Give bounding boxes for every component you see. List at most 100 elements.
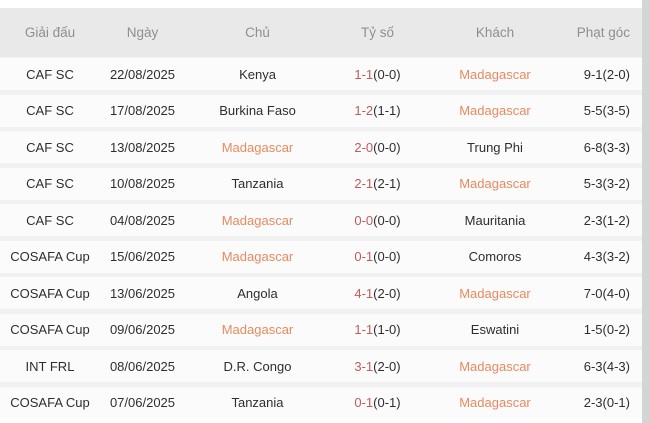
away-team-name: Madagascar: [459, 395, 531, 410]
home-team-cell: D.R. Congo: [185, 359, 330, 374]
date-cell: 10/08/2025: [109, 176, 176, 191]
fulltime-score: 1-1: [354, 322, 374, 337]
home-team-cell: Madagascar: [185, 213, 330, 228]
date-cell: 22/08/2025: [109, 66, 176, 82]
fulltime-score: 1-1: [354, 66, 374, 82]
fulltime-score: 0-1: [354, 395, 374, 410]
column-header-date: Ngày: [126, 25, 159, 40]
score-cell: 2-1(2-1): [330, 176, 425, 191]
results-table-header: Giải đấu Ngày Chủ Tỷ số Khách Phạt góc: [0, 8, 642, 57]
league-cell: CAF SC: [26, 212, 74, 228]
away-team-cell: Comoros: [425, 249, 565, 264]
table-row[interactable]: CAF SC 22/08/2025 Kenya 1-1(0-0) Madagascar 9…: [0, 58, 642, 90]
league-cell: CAF SC: [26, 139, 74, 155]
corners-cell: 1-5(0-2): [583, 322, 630, 337]
date-cell: 08/06/2025: [109, 358, 176, 374]
date-cell: 04/08/2025: [109, 212, 176, 228]
fulltime-score: 2-0: [354, 139, 374, 155]
home-team-cell: Kenya: [185, 67, 330, 82]
table-row[interactable]: COSAFA Cup 15/06/2025 Madagascar 0-1(0-0) Co…: [0, 240, 642, 273]
table-row[interactable]: INT FRL 08/06/2025 D.R. Congo 3-1(2-0) Madag…: [0, 350, 642, 382]
corners-cell: 9-1(2-0): [583, 66, 630, 82]
score-cell: 1-1(0-0): [330, 67, 425, 82]
halftime-score: (0-0): [373, 66, 401, 82]
home-team-cell: Burkina Faso: [185, 103, 330, 118]
halftime-score: (2-0): [373, 285, 401, 301]
home-team-name: D.R. Congo: [223, 358, 292, 374]
column-header-league: Giải đấu: [24, 25, 76, 40]
away-team-cell: Madagascar: [425, 286, 565, 301]
score-cell: 4-1(2-0): [330, 286, 425, 301]
halftime-score: (0-0): [373, 212, 401, 228]
table-row[interactable]: CAF SC 13/08/2025 Madagascar 2-0(0-0) Trung …: [0, 131, 642, 163]
away-team-cell: Mauritania: [425, 213, 565, 228]
halftime-score: (2-1): [373, 176, 401, 191]
league-cell: COSAFA Cup: [10, 395, 90, 410]
date-cell: 13/08/2025: [109, 139, 176, 155]
home-team-name: Tanzania: [231, 176, 284, 191]
halftime-score: (1-1): [373, 103, 401, 118]
halftime-score: (0-1): [373, 395, 401, 410]
away-team-cell: Madagascar: [425, 359, 565, 374]
away-team-cell: Madagascar: [425, 67, 565, 82]
score-cell: 1-1(1-0): [330, 322, 425, 337]
home-team-cell: Madagascar: [185, 140, 330, 155]
corners-cell: 6-8(3-3): [583, 139, 630, 155]
corners-cell: 6-3(4-3): [583, 358, 630, 374]
date-cell: 17/08/2025: [109, 103, 176, 118]
away-team-cell: Madagascar: [425, 103, 565, 118]
fulltime-score: 3-1: [354, 358, 374, 374]
league-cell: INT FRL: [25, 358, 75, 374]
league-cell: CAF SC: [26, 103, 74, 118]
away-team-name: Trung Phi: [467, 139, 523, 155]
table-row[interactable]: COSAFA Cup 07/06/2025 Tanzania 0-1(0-1) Mada…: [0, 386, 642, 419]
halftime-score: (1-0): [373, 322, 401, 337]
away-team-name: Comoros: [468, 249, 522, 264]
home-team-name: Angola: [237, 285, 278, 301]
league-cell: CAF SC: [26, 66, 74, 82]
away-team-name: Madagascar: [459, 176, 531, 191]
away-team-name: Mauritania: [464, 212, 526, 228]
results-table: Giải đấu Ngày Chủ Tỷ số Khách Phạt góc C…: [0, 8, 642, 419]
home-team-name: Madagascar: [221, 139, 294, 155]
table-row[interactable]: CAF SC 10/08/2025 Tanzania 2-1(2-1) Madagasc…: [0, 167, 642, 200]
column-header-score: Tỷ số: [360, 25, 394, 40]
table-row[interactable]: CAF SC 04/08/2025 Madagascar 0-0(0-0) Maurit…: [0, 204, 642, 236]
home-team-name: Madagascar: [221, 249, 294, 264]
column-header-away: Khách: [475, 25, 515, 40]
corners-cell: 5-5(3-5): [583, 103, 630, 118]
score-cell: 2-0(0-0): [330, 140, 425, 155]
date-cell: 15/06/2025: [109, 249, 176, 264]
home-team-name: Kenya: [239, 66, 276, 82]
score-cell: 3-1(2-0): [330, 359, 425, 374]
league-cell: COSAFA Cup: [10, 249, 90, 264]
home-team-cell: Angola: [185, 286, 330, 301]
table-row[interactable]: COSAFA Cup 09/06/2025 Madagascar 1-1(1-0) Es…: [0, 313, 642, 346]
away-team-name: Eswatini: [470, 322, 520, 337]
corners-cell: 2-3(1-2): [583, 212, 630, 228]
results-table-body: CAF SC 22/08/2025 Kenya 1-1(0-0) Madagascar 9…: [0, 57, 642, 419]
date-cell: 13/06/2025: [109, 285, 176, 301]
halftime-score: (0-0): [373, 249, 401, 264]
halftime-score: (2-0): [373, 358, 401, 374]
home-team-name: Madagascar: [221, 322, 294, 337]
away-team-name: Madagascar: [459, 103, 531, 118]
column-header-corners: Phạt góc: [576, 25, 630, 40]
fulltime-score: 1-2: [354, 103, 374, 118]
score-cell: 0-0(0-0): [330, 213, 425, 228]
score-cell: 0-1(0-1): [330, 395, 425, 410]
table-row[interactable]: COSAFA Cup 13/06/2025 Angola 4-1(2-0) Madaga…: [0, 277, 642, 309]
home-team-cell: Tanzania: [185, 176, 330, 191]
away-team-name: Madagascar: [459, 285, 531, 301]
table-row[interactable]: CAF SC 17/08/2025 Burkina Faso 1-2(1-1) Mada…: [0, 94, 642, 127]
date-cell: 07/06/2025: [109, 395, 176, 410]
home-team-name: Tanzania: [231, 395, 284, 410]
page-edge-strip: [642, 0, 650, 423]
away-team-cell: Trung Phi: [425, 140, 565, 155]
corners-cell: 2-3(0-1): [583, 395, 630, 410]
home-team-name: Madagascar: [221, 212, 294, 228]
fulltime-score: 0-0: [354, 212, 374, 228]
corners-cell: 5-3(3-2): [583, 176, 630, 191]
score-cell: 1-2(1-1): [330, 103, 425, 118]
